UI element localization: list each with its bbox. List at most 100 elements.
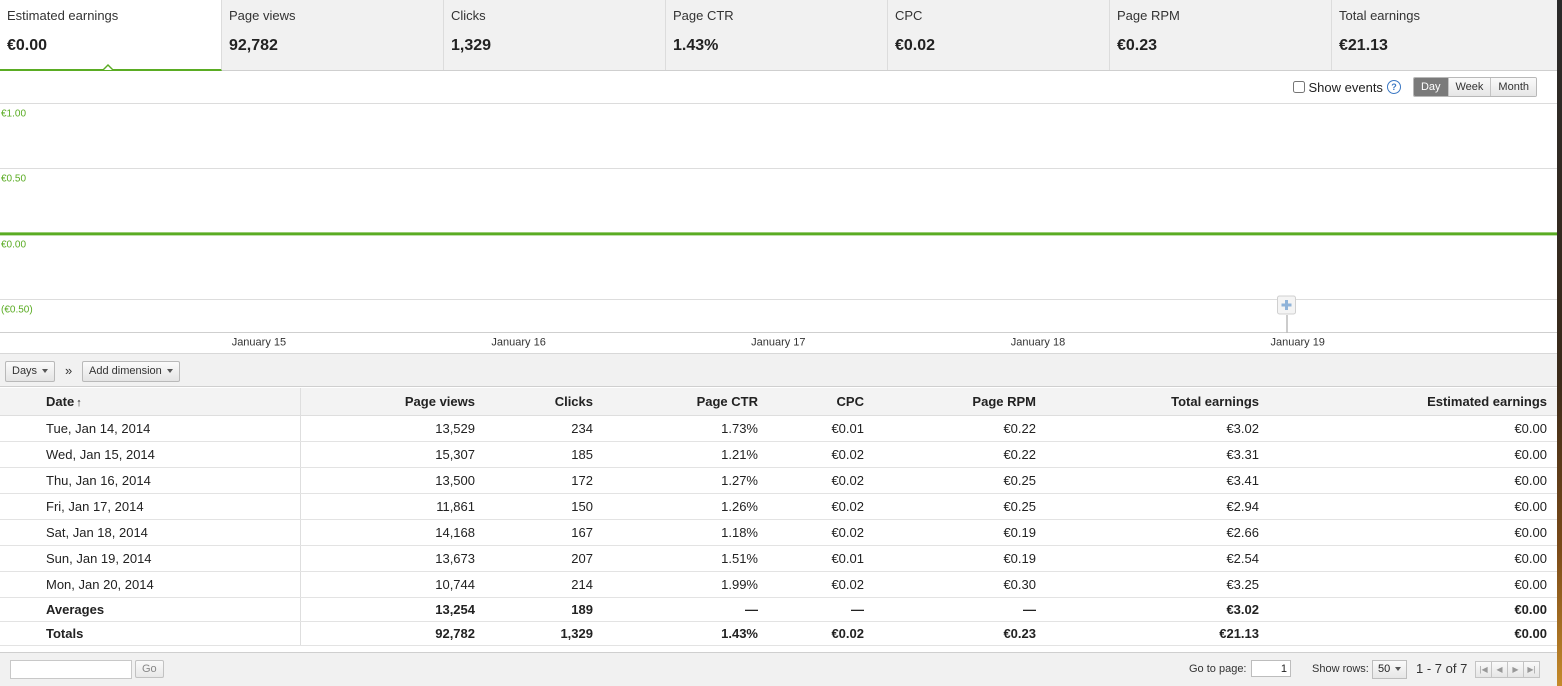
cell-estimated-earnings: €0.00 (1269, 441, 1557, 468)
cell-total-earnings: €2.66 (1046, 519, 1269, 546)
goto-page-label: Go to page: (1189, 663, 1247, 675)
table-row: Thu, Jan 16, 2014 13,500 172 1.27% €0.02 €0.2… (0, 467, 1557, 494)
y-tick-label: €0.50 (1, 174, 26, 185)
cell-cpc: €0.01 (768, 545, 874, 572)
period-month-button[interactable]: Month (1490, 78, 1536, 96)
cell-total-earnings: €3.41 (1046, 467, 1269, 494)
cell-estimated-earnings: €0.00 (1269, 597, 1557, 622)
cell-date: Thu, Jan 16, 2014 (0, 467, 301, 494)
col-total-earnings-header[interactable]: Total earnings (1046, 388, 1269, 416)
cell-page-views: 15,307 (300, 441, 485, 468)
cell-date: Totals (0, 621, 301, 646)
col-date-header[interactable]: Date ↑ (0, 388, 301, 416)
show-events-checkbox[interactable] (1292, 81, 1305, 93)
filter-input[interactable] (10, 660, 132, 679)
cell-page-views: 13,500 (300, 467, 485, 494)
y-tick-label: €0.00 (1, 240, 26, 251)
cell-page-views: 92,782 (300, 621, 485, 646)
cell-total-earnings: €3.31 (1046, 441, 1269, 468)
cell-estimated-earnings: €0.00 (1269, 571, 1557, 598)
tab-label: Clicks (451, 8, 486, 23)
go-button[interactable]: Go (135, 660, 164, 678)
col-page-ctr-header[interactable]: Page CTR (603, 388, 768, 416)
cell-total-earnings: €3.02 (1046, 415, 1269, 442)
last-page-icon[interactable]: ▶| (1523, 661, 1540, 678)
x-tick-label: January 18 (1011, 337, 1065, 349)
tab-value: €21.13 (1339, 37, 1388, 54)
tab-clicks[interactable]: Clicks 1,329 (444, 0, 666, 70)
tab-page-views[interactable]: Page views 92,782 (222, 0, 444, 70)
cell-date: Wed, Jan 15, 2014 (0, 441, 301, 468)
col-page-rpm-header[interactable]: Page RPM (874, 388, 1046, 416)
cell-estimated-earnings: €0.00 (1269, 545, 1557, 572)
tab-total-earnings[interactable]: Total earnings €21.13 (1332, 0, 1557, 70)
cell-page-rpm: €0.25 (874, 493, 1046, 520)
cell-clicks: 189 (485, 597, 603, 622)
show-rows-label: Show rows: (1312, 663, 1369, 675)
cell-page-ctr: 1.99% (603, 571, 768, 598)
days-dropdown[interactable]: Days (5, 361, 56, 382)
tab-label: Page views (229, 8, 296, 23)
prev-page-icon[interactable]: ◀ (1491, 661, 1508, 678)
show-events-toggle[interactable]: Show events ? (1292, 79, 1401, 95)
cell-page-ctr: 1.18% (603, 519, 768, 546)
rows-per-page-dropdown[interactable]: 50 (1372, 660, 1408, 679)
metric-tabs: Estimated earnings €0.00 Page views 92,7… (0, 0, 1557, 71)
col-cpc-header[interactable]: CPC (768, 388, 874, 416)
cell-page-views: 13,673 (300, 545, 485, 572)
period-week-button[interactable]: Week (1447, 78, 1491, 96)
y-tick-label: (€0.50) (1, 305, 33, 316)
pager-buttons: |◀ ◀ ▶ ▶| (1475, 661, 1540, 678)
cell-clicks: 214 (485, 571, 603, 598)
first-page-icon[interactable]: |◀ (1475, 661, 1492, 678)
table-row: Sat, Jan 18, 2014 14,168 167 1.18% €0.02 €0.1… (0, 519, 1557, 546)
cell-clicks: 167 (485, 519, 603, 546)
cell-page-views: 11,861 (300, 493, 485, 520)
cell-estimated-earnings: €0.00 (1269, 415, 1557, 442)
col-clicks-header[interactable]: Clicks (485, 388, 603, 416)
separator-raquo: » (65, 363, 73, 378)
chart-toolbar: Show events ? Day Week Month (1292, 76, 1537, 98)
page-number-input[interactable]: 1 (1251, 660, 1291, 677)
cell-date: Tue, Jan 14, 2014 (0, 415, 301, 442)
tab-value: 1.43% (673, 37, 719, 54)
table-row: Wed, Jan 15, 2014 15,307 185 1.21% €0.02 €0.2… (0, 441, 1557, 468)
cell-date: Averages (0, 597, 301, 622)
cell-page-ctr: 1.73% (603, 415, 768, 442)
tab-page-ctr[interactable]: Page CTR 1.43% (666, 0, 888, 70)
cell-total-earnings: €2.54 (1046, 545, 1269, 572)
col-page-views-header[interactable]: Page views (300, 388, 485, 416)
cell-clicks: 185 (485, 441, 603, 468)
tab-value: 92,782 (229, 37, 278, 54)
table-footer: Go Go to page: 1 Show rows: 50 1 - 7 of … (0, 652, 1557, 686)
cell-total-earnings: €2.94 (1046, 493, 1269, 520)
cell-cpc: €0.02 (768, 519, 874, 546)
tab-cpc[interactable]: CPC €0.02 (888, 0, 1110, 70)
cell-cpc: €0.02 (768, 571, 874, 598)
tab-estimated-earnings[interactable]: Estimated earnings €0.00 (0, 0, 222, 71)
cell-page-views: 10,744 (300, 571, 485, 598)
tab-page-rpm[interactable]: Page RPM €0.23 (1110, 0, 1332, 70)
report-table: Date ↑ Page views Clicks Page CTR CPC Pag… (0, 388, 1557, 646)
days-label: Days (12, 365, 38, 377)
next-page-icon[interactable]: ▶ (1507, 661, 1524, 678)
cell-page-rpm: — (874, 597, 1046, 622)
cell-page-ctr: 1.51% (603, 545, 768, 572)
cell-date: Fri, Jan 17, 2014 (0, 493, 301, 520)
help-icon[interactable]: ? (1386, 80, 1401, 94)
cell-page-rpm: €0.25 (874, 467, 1046, 494)
cell-total-earnings: €3.02 (1046, 597, 1269, 622)
chevron-down-icon (166, 369, 173, 374)
period-day-button[interactable]: Day (1413, 78, 1448, 96)
show-events-label: Show events (1308, 79, 1383, 95)
period-selector: Day Week Month (1412, 77, 1537, 97)
tab-label: CPC (895, 8, 923, 23)
totals-row: Totals 92,782 1,329 1.43% €0.02 €0.23 €21.13 €0… (0, 621, 1557, 646)
chevron-down-icon (1395, 667, 1402, 672)
active-tab-caret-icon (102, 64, 114, 70)
dimension-bar: Days » Add dimension (0, 353, 1557, 387)
add-dimension-dropdown[interactable]: Add dimension (82, 361, 180, 382)
col-estimated-earnings-header[interactable]: Estimated earnings (1269, 388, 1557, 416)
cell-estimated-earnings: €0.00 (1269, 467, 1557, 494)
